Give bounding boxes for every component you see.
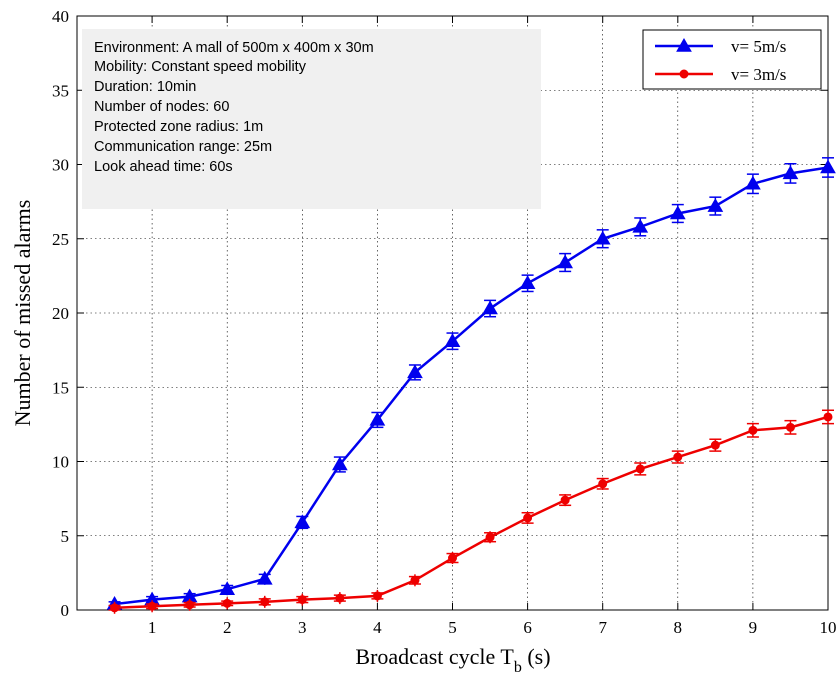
x-tick-label: 9 (749, 618, 758, 637)
data-point (673, 452, 683, 462)
data-point (560, 495, 570, 505)
data-point (297, 595, 307, 605)
series-line (114, 166, 829, 606)
y-tick-label: 10 (52, 453, 69, 472)
data-point (294, 514, 311, 529)
note-line-range: Communication range: 25m (94, 139, 272, 155)
data-point (523, 513, 533, 523)
x-tick-label: 4 (373, 618, 382, 637)
x-tick-label: 5 (448, 618, 457, 637)
data-point (407, 364, 423, 379)
legend-marker-shape (679, 69, 689, 79)
series-v3 (108, 409, 834, 614)
data-point (331, 456, 348, 471)
x-axis-label-main: Broadcast cycle T (355, 644, 514, 669)
note-line-radius: Protected zone radius: 1m (94, 119, 263, 135)
series-layer (106, 157, 836, 614)
data-point (557, 254, 574, 269)
note-line-environment: Environment: A mall of 500m x 400m x 30m (94, 40, 374, 56)
data-point (485, 532, 495, 542)
notes-box: Environment: A mall of 500m x 400m x 30m… (82, 29, 541, 209)
data-point (632, 218, 649, 233)
y-tick-label: 20 (52, 304, 69, 323)
x-axis-label-suffix: (s) (522, 644, 551, 669)
data-point (260, 597, 270, 607)
series-line (114, 415, 829, 610)
x-tick-label: 2 (223, 618, 232, 637)
note-line-nodes: Number of nodes: 60 (94, 99, 229, 115)
legend-marker-triangle (676, 37, 692, 52)
data-point (185, 600, 195, 610)
data-point (369, 411, 386, 426)
y-tick-label: 5 (61, 527, 70, 546)
x-axis-label: Broadcast cycle Tb (s) (355, 644, 550, 676)
data-point (448, 553, 457, 563)
y-tick-label: 40 (52, 7, 69, 26)
legend-label-v3: v= 3m/s (731, 65, 786, 84)
data-point (785, 422, 795, 432)
data-point (335, 593, 345, 603)
data-point (444, 333, 461, 347)
ticks-layer: 1 2 3 4 5 6 7 8 9 10 0 5 10 15 20 25 30 35 40 (52, 7, 837, 637)
data-point (748, 425, 758, 435)
legend-box (642, 29, 822, 90)
data-point (635, 464, 645, 474)
data-point (219, 581, 236, 595)
data-point (745, 175, 761, 190)
x-tick-label: 7 (598, 618, 607, 637)
data-point (147, 601, 157, 611)
data-point (823, 412, 833, 422)
data-point (710, 440, 720, 450)
y-tick-label: 35 (52, 81, 69, 100)
data-point (256, 570, 273, 585)
y-tick-label: 15 (52, 378, 69, 397)
data-point (669, 205, 686, 220)
x-tick-label: 1 (148, 618, 157, 637)
series-v5 (106, 157, 836, 611)
data-point (482, 300, 498, 315)
notes-background (82, 29, 541, 209)
data-point (782, 165, 799, 180)
note-line-duration: Duration: 10min (94, 79, 196, 95)
x-tick-label: 8 (674, 618, 683, 637)
data-point (598, 479, 608, 489)
legend-label-v5: v= 5m/s (731, 37, 786, 56)
y-tick-label: 0 (61, 601, 70, 620)
data-point (222, 598, 232, 608)
note-line-lookahead: Look ahead time: 60s (94, 159, 233, 175)
legend-marker-shape (676, 37, 692, 52)
legend-marker-circle (679, 69, 689, 79)
y-tick-label: 30 (52, 156, 69, 175)
data-point (519, 275, 536, 290)
data-point (594, 230, 611, 245)
x-tick-label: 3 (298, 618, 307, 637)
data-point (820, 159, 836, 174)
x-axis-label-subscript: b (514, 659, 522, 676)
note-line-mobility: Mobility: Constant speed mobility (94, 59, 307, 75)
y-tick-label: 25 (52, 230, 69, 249)
data-point (707, 198, 724, 212)
data-point (110, 603, 120, 613)
x-tick-label: 10 (820, 618, 837, 637)
y-axis-label: Number of missed alarms (10, 200, 35, 427)
data-point (372, 591, 382, 601)
legend: v= 5m/s v= 3m/s (642, 29, 822, 90)
x-tick-label: 6 (523, 618, 532, 637)
data-point (410, 575, 420, 585)
